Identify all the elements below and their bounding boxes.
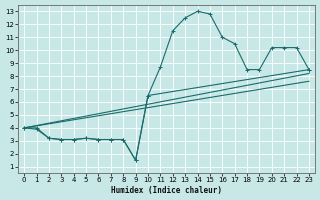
X-axis label: Humidex (Indice chaleur): Humidex (Indice chaleur) [111,186,222,195]
